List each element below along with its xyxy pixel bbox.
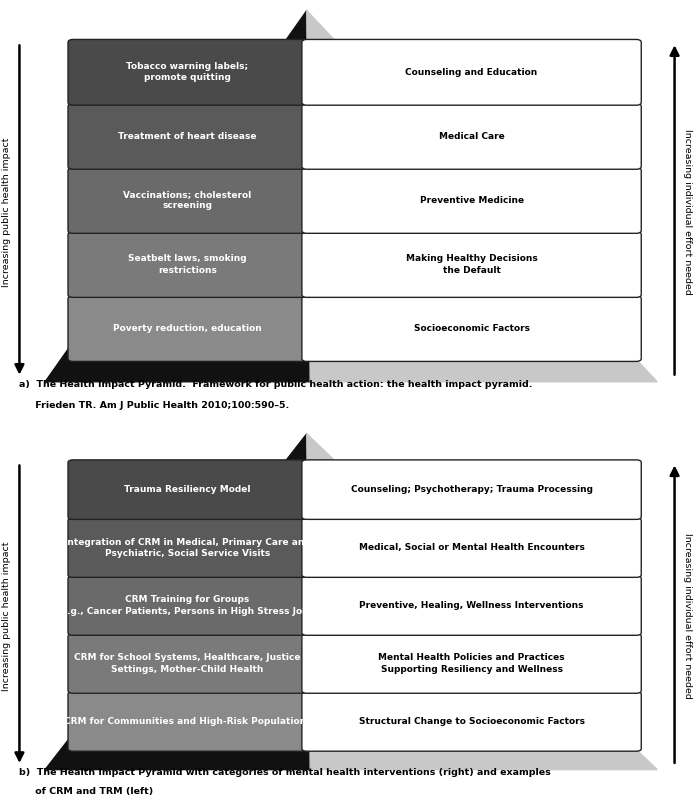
Text: Medical Care: Medical Care bbox=[439, 132, 505, 141]
Text: Structural Change to Socioeconomic Factors: Structural Change to Socioeconomic Facto… bbox=[359, 717, 584, 726]
FancyBboxPatch shape bbox=[302, 167, 641, 234]
Text: Preventive Medicine: Preventive Medicine bbox=[419, 196, 524, 205]
Text: Trauma Resiliency Model: Trauma Resiliency Model bbox=[124, 485, 251, 494]
Polygon shape bbox=[307, 434, 657, 769]
FancyBboxPatch shape bbox=[68, 692, 307, 751]
Text: CRM for School Systems, Healthcare, Justice
Settings, Mother-Child Health: CRM for School Systems, Healthcare, Just… bbox=[74, 654, 301, 674]
Text: Medical, Social or Mental Health Encounters: Medical, Social or Mental Health Encount… bbox=[359, 543, 584, 552]
Polygon shape bbox=[45, 11, 310, 382]
FancyBboxPatch shape bbox=[68, 40, 307, 105]
Text: Frieden TR. Am J Public Health 2010;100:590–5.: Frieden TR. Am J Public Health 2010;100:… bbox=[19, 401, 289, 410]
FancyBboxPatch shape bbox=[302, 633, 641, 693]
Text: Counseling; Psychotherapy; Trauma Processing: Counseling; Psychotherapy; Trauma Proces… bbox=[350, 485, 593, 494]
Text: Increasing public health impact: Increasing public health impact bbox=[3, 541, 11, 691]
Polygon shape bbox=[45, 434, 310, 769]
Text: Socioeconomic Factors: Socioeconomic Factors bbox=[414, 324, 530, 333]
FancyBboxPatch shape bbox=[68, 232, 307, 297]
Text: Increasing individual effort needed: Increasing individual effort needed bbox=[683, 129, 691, 295]
FancyBboxPatch shape bbox=[302, 518, 641, 578]
FancyBboxPatch shape bbox=[302, 460, 641, 520]
FancyBboxPatch shape bbox=[302, 40, 641, 105]
FancyBboxPatch shape bbox=[302, 232, 641, 297]
Text: Tobacco warning labels;
promote quitting: Tobacco warning labels; promote quitting bbox=[126, 62, 248, 82]
Text: Counseling and Education: Counseling and Education bbox=[405, 68, 538, 77]
FancyBboxPatch shape bbox=[68, 296, 307, 361]
Text: Increasing public health impact: Increasing public health impact bbox=[3, 137, 11, 287]
FancyBboxPatch shape bbox=[68, 518, 307, 578]
FancyBboxPatch shape bbox=[302, 692, 641, 751]
Text: Integration of CRM in Medical, Primary Care and
Psychiatric, Social Service Visi: Integration of CRM in Medical, Primary C… bbox=[64, 537, 311, 558]
FancyBboxPatch shape bbox=[68, 460, 307, 520]
Text: b)  The Health Impact Pyramid with categories of mental health interventions (ri: b) The Health Impact Pyramid with catego… bbox=[19, 768, 551, 776]
Text: of CRM and TRM (left): of CRM and TRM (left) bbox=[19, 787, 153, 796]
Text: Treatment of heart disease: Treatment of heart disease bbox=[118, 132, 257, 141]
Text: Making Healthy Decisions
the Default: Making Healthy Decisions the Default bbox=[406, 255, 537, 275]
FancyBboxPatch shape bbox=[68, 576, 307, 635]
FancyBboxPatch shape bbox=[68, 633, 307, 693]
Text: Increasing individual effort needed: Increasing individual effort needed bbox=[683, 533, 691, 699]
FancyBboxPatch shape bbox=[68, 167, 307, 234]
Text: CRM Training for Groups
e.g., Cancer Patients, Persons in High Stress Jobs: CRM Training for Groups e.g., Cancer Pat… bbox=[61, 595, 314, 616]
Polygon shape bbox=[307, 11, 657, 382]
Text: Preventive, Healing, Wellness Interventions: Preventive, Healing, Wellness Interventi… bbox=[359, 601, 584, 610]
Text: a)  The Health Impact Pyramid.  Framework for public health action: the health i: a) The Health Impact Pyramid. Framework … bbox=[19, 380, 533, 389]
Text: Mental Health Policies and Practices
Supporting Resiliency and Wellness: Mental Health Policies and Practices Sup… bbox=[378, 654, 565, 674]
FancyBboxPatch shape bbox=[68, 103, 307, 169]
Text: CRM for Communities and High-Risk Populations: CRM for Communities and High-Risk Popula… bbox=[64, 717, 311, 726]
FancyBboxPatch shape bbox=[302, 103, 641, 169]
Text: Poverty reduction, education: Poverty reduction, education bbox=[113, 324, 262, 333]
FancyBboxPatch shape bbox=[302, 576, 641, 635]
Text: Seatbelt laws, smoking
restrictions: Seatbelt laws, smoking restrictions bbox=[128, 255, 246, 275]
Text: Vaccinations; cholesterol
screening: Vaccinations; cholesterol screening bbox=[124, 191, 251, 211]
FancyBboxPatch shape bbox=[302, 296, 641, 361]
